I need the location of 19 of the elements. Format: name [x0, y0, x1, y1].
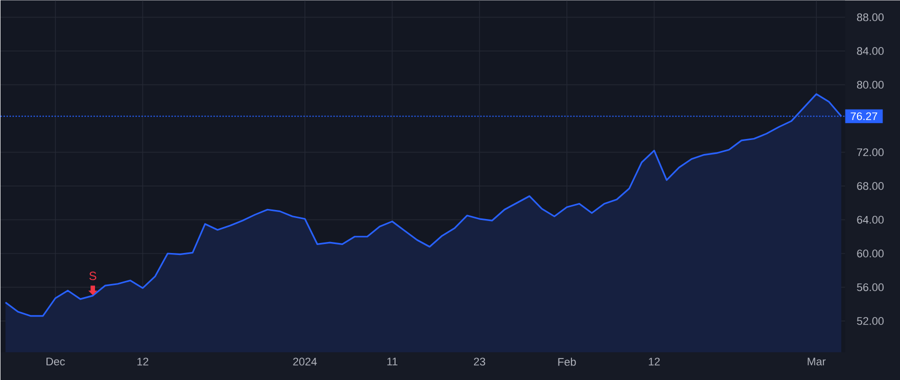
x-tick-label: 2024	[293, 358, 317, 366]
y-tick-label: 84.00	[857, 47, 884, 55]
x-tick-label: 12	[137, 358, 148, 366]
y-tick-label: 56.00	[857, 283, 884, 292]
x-tick-label: Dec	[46, 358, 65, 366]
y-tick-label: 52.00	[857, 317, 884, 325]
y-tick-label: 64.00	[857, 216, 884, 224]
y-tick-label: 68.00	[857, 182, 884, 190]
ref-line-label: 76.27	[850, 112, 878, 120]
y-tick-label: 88.00	[857, 13, 884, 22]
x-tick-label: Feb	[558, 358, 576, 366]
x-tick-label: 23	[474, 358, 486, 366]
y-tick-label: 80.00	[857, 80, 884, 89]
x-tick-label: 11	[387, 358, 398, 366]
x-tick-label: 12	[648, 358, 660, 366]
y-tick-label: 60.00	[857, 250, 884, 258]
y-tick-label: 72.00	[857, 148, 884, 156]
x-tick-label: Mar	[808, 358, 826, 366]
annotation: S	[89, 272, 96, 280]
